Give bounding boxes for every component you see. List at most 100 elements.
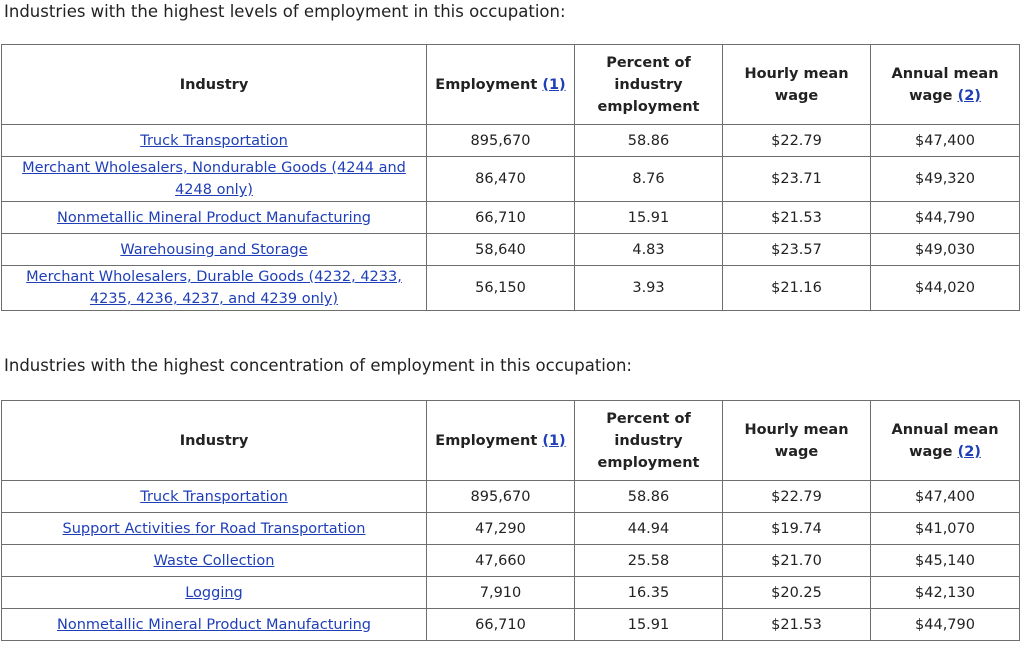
- cell-hourly: $21.53: [722, 608, 871, 641]
- cell-percent: 16.35: [574, 576, 723, 609]
- cell-percent: 44.94: [574, 512, 723, 545]
- cell-hourly: $20.25: [722, 576, 871, 609]
- cell-employment: 895,670: [426, 124, 575, 157]
- header-annual-label: Annual mean wage: [891, 421, 999, 460]
- table-row: Logging 7,910 16.35 $20.25 $42,130: [1, 576, 1020, 609]
- cell-hourly: $22.79: [722, 124, 871, 157]
- cell-industry: Merchant Wholesalers, Durable Goods (423…: [1, 265, 427, 311]
- header-employment-label: Employment: [435, 76, 538, 93]
- cell-employment: 47,660: [426, 544, 575, 577]
- cell-annual: $44,020: [870, 265, 1020, 311]
- industry-link[interactable]: Truck Transportation: [140, 488, 288, 505]
- cell-employment: 47,290: [426, 512, 575, 545]
- table-row: Waste Collection 47,660 25.58 $21.70 $45…: [1, 544, 1020, 577]
- industry-link[interactable]: Warehousing and Storage: [120, 241, 308, 258]
- cell-percent: 25.58: [574, 544, 723, 577]
- cell-hourly: $23.57: [722, 233, 871, 266]
- header-annual: Annual mean wage (2): [870, 44, 1020, 125]
- cell-hourly: $21.16: [722, 265, 871, 311]
- header-hourly-label: Hourly mean wage: [744, 65, 849, 104]
- cell-percent: 3.93: [574, 265, 723, 311]
- table-highest-levels: Industry Employment (1) Percent of indus…: [1, 44, 1020, 311]
- cell-annual: $45,140: [870, 544, 1020, 577]
- industry-link[interactable]: Waste Collection: [153, 552, 275, 569]
- cell-employment: 58,640: [426, 233, 575, 266]
- header-employment-label: Employment: [435, 432, 538, 449]
- cell-employment: 895,670: [426, 480, 575, 513]
- cell-hourly: $21.70: [722, 544, 871, 577]
- table-row: Truck Transportation 895,670 58.86 $22.7…: [1, 480, 1020, 513]
- annual-footnote-link[interactable]: (2): [957, 443, 981, 460]
- header-hourly-label: Hourly mean wage: [744, 421, 849, 460]
- table-highest-concentration: Industry Employment (1) Percent of indus…: [1, 400, 1020, 641]
- cell-hourly: $21.53: [722, 201, 871, 234]
- industry-link[interactable]: Nonmetallic Mineral Product Manufacturin…: [57, 616, 371, 633]
- cell-annual: $44,790: [870, 201, 1020, 234]
- header-percent-label: Percent of industry employment: [597, 54, 700, 115]
- table-row: Merchant Wholesalers, Nondurable Goods (…: [1, 156, 1020, 202]
- cell-percent: 58.86: [574, 124, 723, 157]
- cell-hourly: $19.74: [722, 512, 871, 545]
- header-percent: Percent of industry employment: [574, 44, 723, 125]
- industry-link[interactable]: Nonmetallic Mineral Product Manufacturin…: [57, 209, 371, 226]
- cell-industry: Nonmetallic Mineral Product Manufacturin…: [1, 608, 427, 641]
- industry-link[interactable]: Truck Transportation: [140, 132, 288, 149]
- header-employment: Employment (1): [426, 44, 575, 125]
- cell-industry: Warehousing and Storage: [1, 233, 427, 266]
- cell-annual: $47,400: [870, 124, 1020, 157]
- annual-footnote-link[interactable]: (2): [957, 87, 981, 104]
- cell-industry: Support Activities for Road Transportati…: [1, 512, 427, 545]
- cell-annual: $49,320: [870, 156, 1020, 202]
- cell-annual: $47,400: [870, 480, 1020, 513]
- cell-annual: $41,070: [870, 512, 1020, 545]
- industry-link[interactable]: Merchant Wholesalers, Nondurable Goods (…: [22, 160, 406, 198]
- header-employment: Employment (1): [426, 400, 575, 481]
- table-row: Nonmetallic Mineral Product Manufacturin…: [1, 201, 1020, 234]
- header-annual-label: Annual mean wage: [891, 65, 999, 104]
- cell-industry: Waste Collection: [1, 544, 427, 577]
- cell-employment: 86,470: [426, 156, 575, 202]
- cell-employment: 66,710: [426, 608, 575, 641]
- table-row: Truck Transportation 895,670 58.86 $22.7…: [1, 124, 1020, 157]
- cell-employment: 56,150: [426, 265, 575, 311]
- cell-percent: 58.86: [574, 480, 723, 513]
- header-annual: Annual mean wage (2): [870, 400, 1020, 481]
- cell-employment: 66,710: [426, 201, 575, 234]
- industry-link[interactable]: Merchant Wholesalers, Durable Goods (423…: [26, 269, 402, 307]
- cell-industry: Logging: [1, 576, 427, 609]
- employment-footnote-link[interactable]: (1): [542, 76, 566, 93]
- cell-percent: 15.91: [574, 201, 723, 234]
- industry-link[interactable]: Logging: [185, 584, 243, 601]
- header-industry-label: Industry: [179, 432, 249, 449]
- table-row: Support Activities for Road Transportati…: [1, 512, 1020, 545]
- cell-annual: $42,130: [870, 576, 1020, 609]
- table-header-row: Industry Employment (1) Percent of indus…: [1, 44, 1020, 125]
- employment-footnote-link[interactable]: (1): [542, 432, 566, 449]
- table-header-row: Industry Employment (1) Percent of indus…: [1, 400, 1020, 481]
- cell-employment: 7,910: [426, 576, 575, 609]
- caption-highest-concentration: Industries with the highest concentratio…: [4, 356, 632, 375]
- cell-annual: $44,790: [870, 608, 1020, 641]
- header-hourly: Hourly mean wage: [722, 400, 871, 481]
- header-industry-label: Industry: [179, 76, 249, 93]
- table-row: Nonmetallic Mineral Product Manufacturin…: [1, 608, 1020, 641]
- cell-percent: 4.83: [574, 233, 723, 266]
- caption-highest-levels: Industries with the highest levels of em…: [4, 2, 566, 21]
- cell-hourly: $23.71: [722, 156, 871, 202]
- table-row: Merchant Wholesalers, Durable Goods (423…: [1, 265, 1020, 311]
- industry-link[interactable]: Support Activities for Road Transportati…: [62, 520, 366, 537]
- cell-hourly: $22.79: [722, 480, 871, 513]
- cell-percent: 15.91: [574, 608, 723, 641]
- cell-industry: Truck Transportation: [1, 480, 427, 513]
- header-percent: Percent of industry employment: [574, 400, 723, 481]
- cell-industry: Merchant Wholesalers, Nondurable Goods (…: [1, 156, 427, 202]
- cell-industry: Nonmetallic Mineral Product Manufacturin…: [1, 201, 427, 234]
- header-hourly: Hourly mean wage: [722, 44, 871, 125]
- cell-industry: Truck Transportation: [1, 124, 427, 157]
- cell-annual: $49,030: [870, 233, 1020, 266]
- header-industry: Industry: [1, 44, 427, 125]
- header-percent-label: Percent of industry employment: [597, 410, 700, 471]
- table-row: Warehousing and Storage 58,640 4.83 $23.…: [1, 233, 1020, 266]
- header-industry: Industry: [1, 400, 427, 481]
- cell-percent: 8.76: [574, 156, 723, 202]
